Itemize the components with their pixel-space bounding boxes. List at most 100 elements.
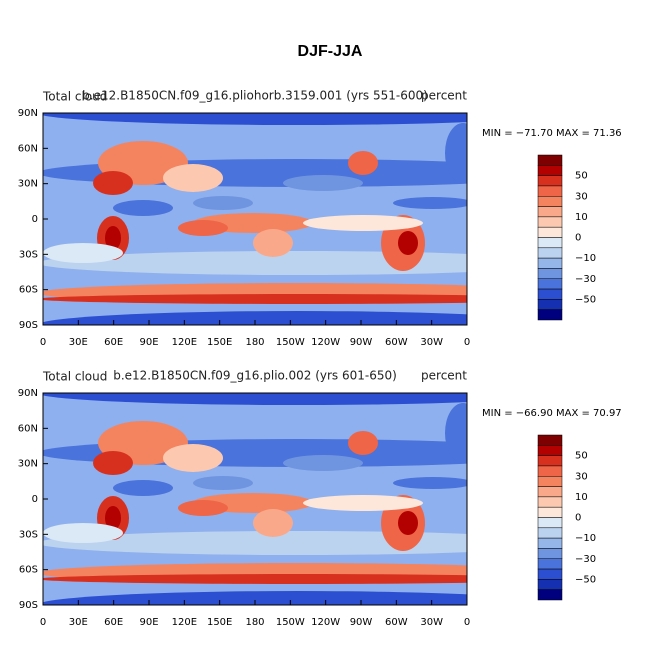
colorbar-box [537,589,563,601]
x-tick-label: 0 [40,617,46,628]
map [43,393,467,605]
x-tick-label: 150E [207,337,232,348]
colorbar-box [537,175,563,187]
x-tick-label: 120W [311,337,340,348]
cloud-field [348,431,378,455]
cloud-field [43,574,467,584]
colorbar-box [537,299,563,310]
colorbar-box [537,278,563,290]
x-tick-label: 90W [350,617,373,628]
cloud-field [163,444,223,472]
x-tick-label: 60E [104,617,123,628]
y-tick-label: 60N [18,143,38,154]
cloud-field [43,531,467,555]
colorbar-box [537,579,563,590]
map [43,113,467,325]
y-tick-label: 0 [32,214,38,225]
y-tick-label: 30S [19,249,38,260]
cloud-field [43,294,467,304]
x-tick-label: 150W [276,617,305,628]
colorbar-box [537,527,563,539]
colorbar-box [537,226,563,238]
x-tick-label: 0 [464,337,470,348]
x-tick-label: 180 [245,617,264,628]
x-tick-label: 120W [311,617,340,628]
y-tick-label: 60S [19,285,38,296]
colorbar-box [537,257,563,269]
x-tick-label: 60E [104,337,123,348]
colorbar-box [537,558,563,570]
colorbar-box [537,268,563,279]
right-label: percent [421,369,467,383]
x-tick-label: 120E [172,337,197,348]
left-label: Total cloud [42,90,107,104]
figure-title: DJF-JJA [298,43,363,60]
x-tick-label: 90E [139,617,158,628]
x-tick-label: 60W [385,337,408,348]
colorbar-box [537,537,563,549]
cloud-field [445,403,467,463]
cloud-field [43,393,467,405]
x-tick-label: 0 [40,337,46,348]
y-tick-label: 30S [19,529,38,540]
cloud-field [43,251,467,275]
cloud-field [193,476,253,490]
y-tick-label: 90N [18,108,38,119]
colorbar-label: −50 [575,294,596,305]
colorbar-box [537,216,563,228]
x-tick-label: 90E [139,337,158,348]
cloud-field [178,500,228,516]
colorbar-box [537,154,563,166]
y-tick-label: 60N [18,423,38,434]
cloud-field [283,175,363,191]
colorbar-box [537,288,563,300]
right-label: percent [421,89,467,103]
x-tick-label: 0 [464,617,470,628]
cloud-field [193,196,253,210]
x-tick-label: 90W [350,337,373,348]
cloud-field [105,506,121,530]
y-tick-label: 30N [18,459,38,470]
colorbar-box [537,486,563,498]
colorbar-box [537,548,563,559]
y-tick-label: 60S [19,565,38,576]
colorbar-label: 0 [575,233,581,244]
cloud-field [178,220,228,236]
cloud-field [445,123,467,183]
colorbar-box [537,165,563,176]
x-tick-label: 150W [276,337,305,348]
colorbar-box [537,237,563,249]
x-tick-label: 60W [385,617,408,628]
cloud-field [43,113,467,125]
colorbar-box [537,517,563,529]
cloud-field [113,480,173,496]
colorbar-label: 10 [575,492,588,503]
colorbar-box [537,568,563,580]
stats: MIN = −66.90 MAX = 70.97 [482,408,622,419]
cloud-field [393,197,467,209]
cloud-field [253,509,293,537]
cloud-field [398,511,418,535]
center-label: b.e12.B1850CN.f09_g16.plio.002 (yrs 601-… [113,369,397,383]
cloud-field [348,151,378,175]
cloud-field [398,231,418,255]
colorbar-label: −50 [575,574,596,585]
cloud-field [93,171,133,195]
cloud-field [253,229,293,257]
colorbar-box [537,309,563,321]
cloud-field [43,243,123,263]
cloud-field [393,477,467,489]
y-tick-label: 0 [32,494,38,505]
colorbar-box [537,445,563,456]
x-tick-label: 120E [172,617,197,628]
colorbar-label: 50 [575,451,588,462]
colorbar-box [537,455,563,467]
x-tick-label: 30E [69,337,88,348]
colorbar-box [537,496,563,508]
colorbar-label: −10 [575,533,596,544]
colorbar-box [537,476,563,487]
cloud-field [113,200,173,216]
colorbar-label: −30 [575,274,596,285]
x-tick-label: 30W [420,617,443,628]
colorbar-box [537,206,563,218]
